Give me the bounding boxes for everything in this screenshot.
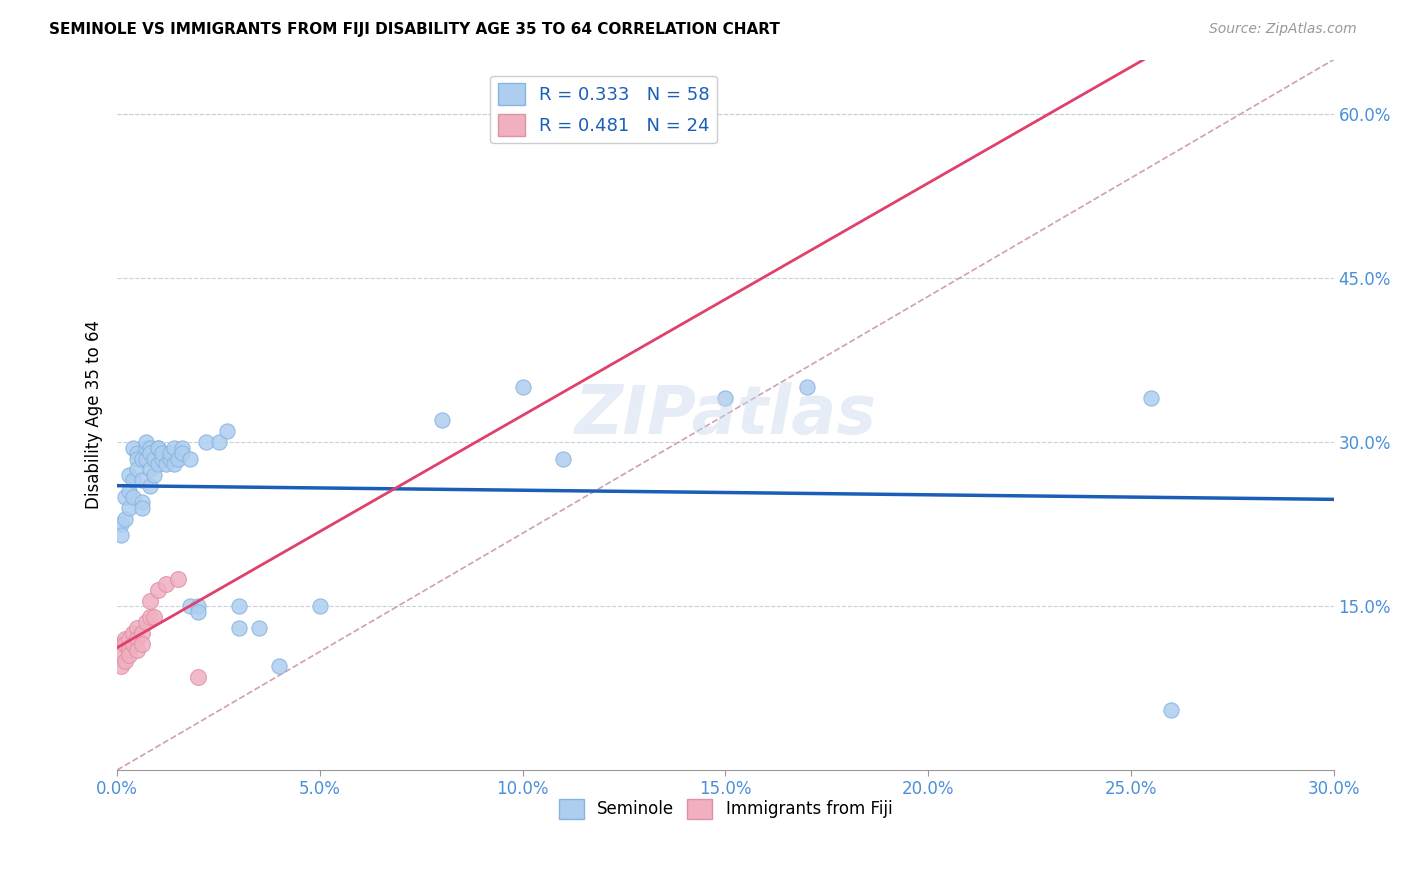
Point	[127, 462, 149, 476]
Point	[131, 626, 153, 640]
Point	[167, 451, 190, 466]
Point	[110, 648, 132, 663]
Legend: Seminole, Immigrants from Fiji: Seminole, Immigrants from Fiji	[553, 792, 898, 826]
Point	[138, 479, 160, 493]
Point	[122, 474, 145, 488]
Point	[138, 441, 160, 455]
Point	[146, 582, 169, 597]
Point	[146, 441, 169, 455]
Point	[163, 457, 186, 471]
Point	[170, 446, 193, 460]
Point	[122, 490, 145, 504]
Point	[138, 462, 160, 476]
Point	[118, 632, 141, 646]
Point	[135, 615, 157, 630]
Point	[228, 599, 250, 613]
Point	[142, 610, 165, 624]
Point	[146, 441, 169, 455]
Point	[159, 446, 181, 460]
Point	[138, 446, 160, 460]
Point	[309, 599, 332, 613]
Point	[114, 654, 136, 668]
Point	[135, 451, 157, 466]
Point	[146, 457, 169, 471]
Point	[110, 659, 132, 673]
Point	[187, 599, 209, 613]
Point	[138, 593, 160, 607]
Point	[167, 572, 190, 586]
Point	[170, 441, 193, 455]
Point	[1160, 703, 1182, 717]
Point	[118, 648, 141, 663]
Point	[114, 632, 136, 646]
Point	[179, 599, 201, 613]
Point	[114, 511, 136, 525]
Point	[142, 467, 165, 482]
Point	[247, 621, 270, 635]
Point	[118, 484, 141, 499]
Point	[131, 495, 153, 509]
Point	[110, 637, 132, 651]
Point	[155, 457, 177, 471]
Point	[131, 451, 153, 466]
Point	[187, 670, 209, 684]
Text: Source: ZipAtlas.com: Source: ZipAtlas.com	[1209, 22, 1357, 37]
Point	[122, 626, 145, 640]
Point	[163, 441, 186, 455]
Point	[512, 380, 534, 394]
Text: SEMINOLE VS IMMIGRANTS FROM FIJI DISABILITY AGE 35 TO 64 CORRELATION CHART: SEMINOLE VS IMMIGRANTS FROM FIJI DISABIL…	[49, 22, 780, 37]
Point	[131, 500, 153, 515]
Point	[187, 605, 209, 619]
Point	[127, 621, 149, 635]
Point	[122, 441, 145, 455]
Point	[553, 451, 575, 466]
Point	[131, 474, 153, 488]
Point	[207, 435, 229, 450]
Point	[1140, 392, 1163, 406]
Y-axis label: Disability Age 35 to 64: Disability Age 35 to 64	[86, 320, 103, 509]
Point	[114, 637, 136, 651]
Point	[114, 490, 136, 504]
Point	[228, 621, 250, 635]
Point	[127, 446, 149, 460]
Point	[714, 392, 737, 406]
Point	[138, 610, 160, 624]
Point	[122, 637, 145, 651]
Point	[269, 659, 291, 673]
Point	[142, 451, 165, 466]
Point	[430, 413, 453, 427]
Point	[135, 435, 157, 450]
Point	[127, 632, 149, 646]
Point	[150, 446, 173, 460]
Point	[135, 441, 157, 455]
Point	[796, 380, 818, 394]
Point	[110, 517, 132, 532]
Point	[215, 424, 238, 438]
Point	[155, 577, 177, 591]
Point	[127, 642, 149, 657]
Point	[118, 642, 141, 657]
Point	[118, 467, 141, 482]
Point	[159, 451, 181, 466]
Point	[110, 528, 132, 542]
Point	[131, 637, 153, 651]
Text: ZIPatlas: ZIPatlas	[575, 382, 876, 448]
Point	[179, 451, 201, 466]
Point	[127, 451, 149, 466]
Point	[150, 451, 173, 466]
Point	[118, 500, 141, 515]
Point	[195, 435, 218, 450]
